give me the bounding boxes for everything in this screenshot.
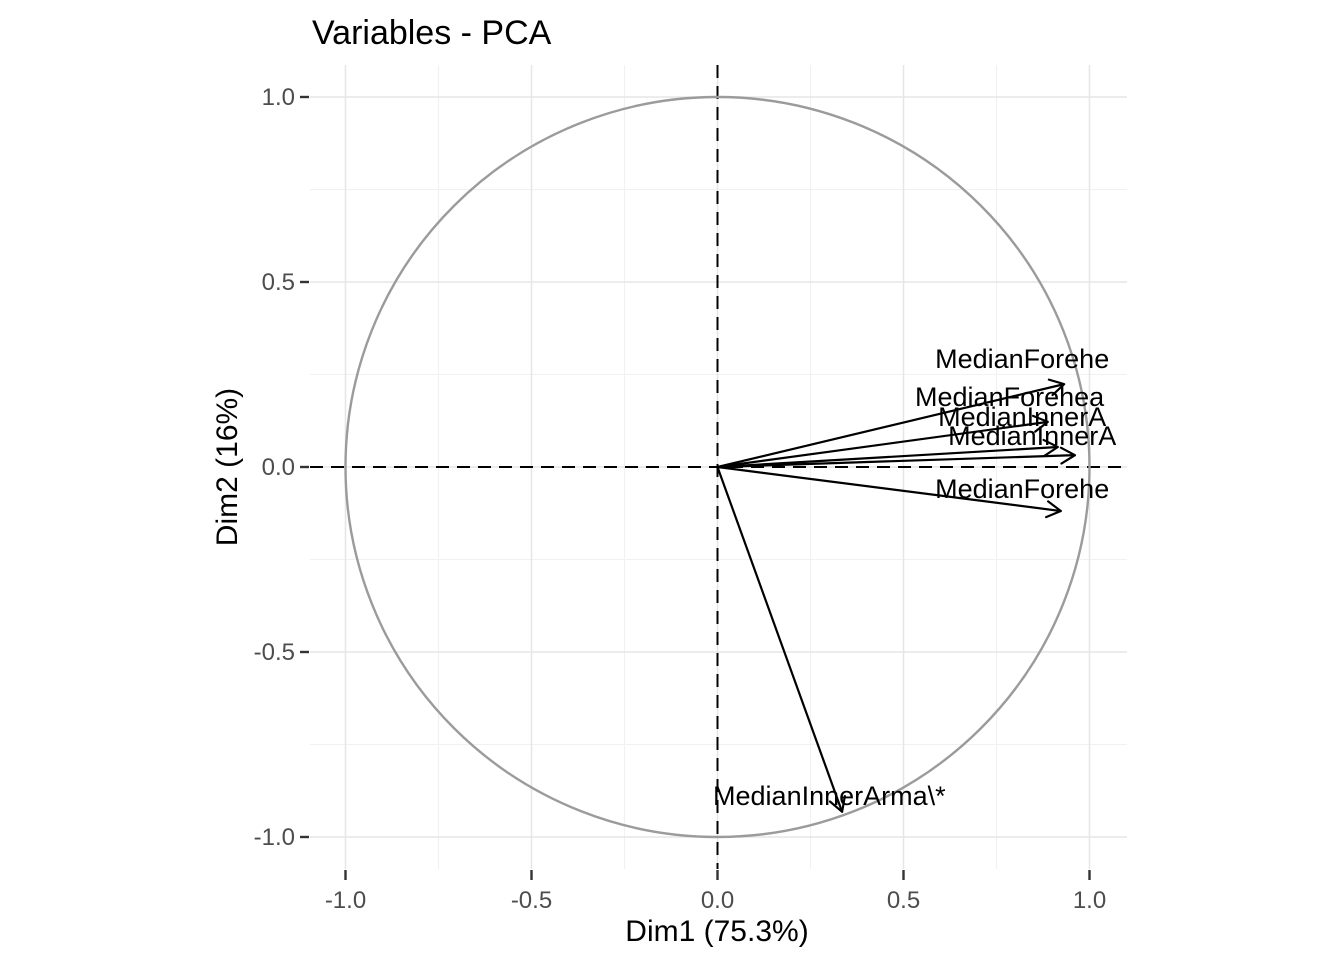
y-tick-label: 0.0 xyxy=(262,454,295,481)
x-axis-title: Dim1 (75.3%) xyxy=(625,915,808,948)
variable-label: MedianForehe xyxy=(935,474,1109,504)
variable-labels: MedianForeheMedianForeheaMedianInnerAMed… xyxy=(713,344,1116,811)
variable-arrow xyxy=(716,466,846,813)
variable-label: MedianForehea xyxy=(915,382,1105,412)
axis-tick-labels: -1.0 -0.5 0.0 0.5 1.0 1.0 0.5 0.0 -0.5 -1.0 xyxy=(254,84,1107,914)
variable-arrow xyxy=(717,378,1066,469)
variable-label: MedianForehe xyxy=(935,344,1109,374)
unit-circle xyxy=(344,95,1091,839)
y-tick-label: -0.5 xyxy=(254,639,295,666)
variable-arrow xyxy=(717,465,1062,519)
y-tick-label: 0.5 xyxy=(262,269,295,296)
x-tick-label: -1.0 xyxy=(325,887,366,914)
variable-arrow xyxy=(717,438,1059,469)
plot-title: Variables - PCA xyxy=(312,14,552,52)
y-tick-label: 1.0 xyxy=(262,84,295,111)
x-tick-label: -0.5 xyxy=(511,887,552,914)
axis-tick-marks xyxy=(300,95,1091,880)
variable-label: MedianInnerA xyxy=(948,421,1116,451)
x-tick-label: 1.0 xyxy=(1073,887,1106,914)
variable-arrows xyxy=(716,378,1077,813)
variable-label: MedianInnerArma\* xyxy=(713,781,946,811)
y-tick-label: -1.0 xyxy=(254,824,295,851)
variable-arrow xyxy=(717,414,1049,469)
x-tick-label: 0.0 xyxy=(701,887,734,914)
variable-arrow xyxy=(717,446,1077,469)
x-tick-label: 0.5 xyxy=(887,887,920,914)
variable-label: MedianInnerA xyxy=(938,402,1106,432)
correlation-circle xyxy=(344,95,1091,839)
y-axis-title: Dim2 (16%) xyxy=(211,388,244,546)
